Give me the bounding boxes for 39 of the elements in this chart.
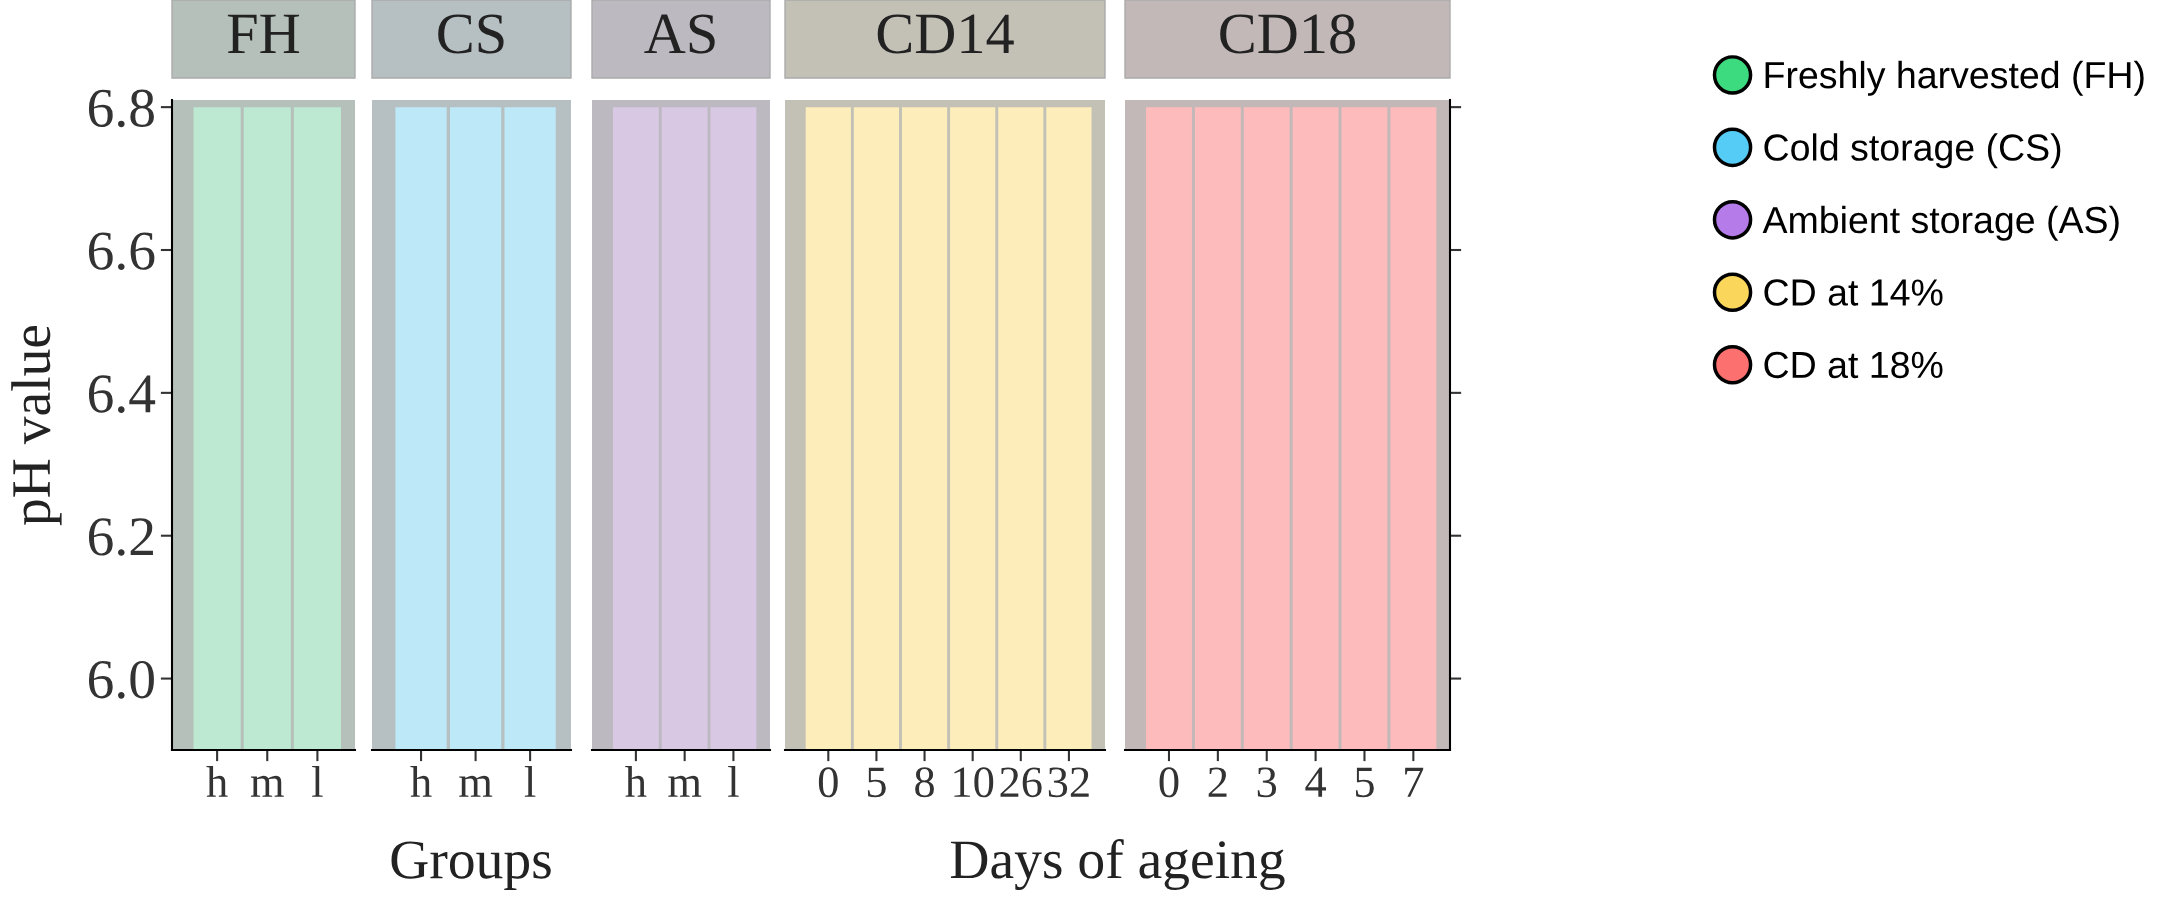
y-tick-label: 6.6 [88,232,155,271]
y-tick-label: 6.8 [88,89,154,128]
x-tick-label: l [728,765,739,797]
x-tick-label: m [668,775,702,797]
x-tick-label: m [250,775,284,797]
x-axis-title: Groups [391,841,551,890]
x-tick-label: h [625,765,647,797]
x-tick-label: 8 [915,767,934,798]
x-tick-label: l [312,765,323,797]
x-tick-label: 2 [1208,767,1227,797]
chart-title: AS [644,14,715,54]
x-tick-label: h [410,765,432,797]
x-tick-label: 32 [1048,767,1089,798]
x-axis-title: Days of ageing [950,838,1285,890]
x-tick-label: 26 [1000,767,1042,798]
x-tick-label: 3 [1257,767,1277,798]
text: CD at 14% [1764,279,1943,306]
text: Cold storage (CS) [1764,133,2061,169]
chart-title: FH [227,14,300,54]
x-tick-label: 5 [1355,767,1374,798]
y-axis-title: pH value [11,325,62,526]
chart-title: CD18 [1220,14,1355,54]
text: CD at 18% [1764,351,1943,379]
chart-title: CS [438,14,504,54]
y-tick-label: 6.2 [88,518,153,556]
x-tick-label: 0 [1159,767,1179,798]
x-tick-label: m [459,775,493,797]
x-tick-label: 10 [954,767,994,798]
chart-title: CD14 [877,14,1014,54]
x-tick-label: l [524,765,536,797]
y-tick-label: 6.0 [88,660,154,699]
y-tick-label: 6.4 [88,375,156,413]
x-tick-label: 5 [867,767,886,798]
text: Freshly harvested (FH) [1765,60,2144,96]
x-tick-label: 0 [818,767,838,798]
x-tick-label: 7 [1405,767,1424,797]
x-tick-label: h [206,765,228,797]
x-tick-label: 4 [1305,767,1327,797]
text: Ambient storage (AS) [1762,205,2119,241]
